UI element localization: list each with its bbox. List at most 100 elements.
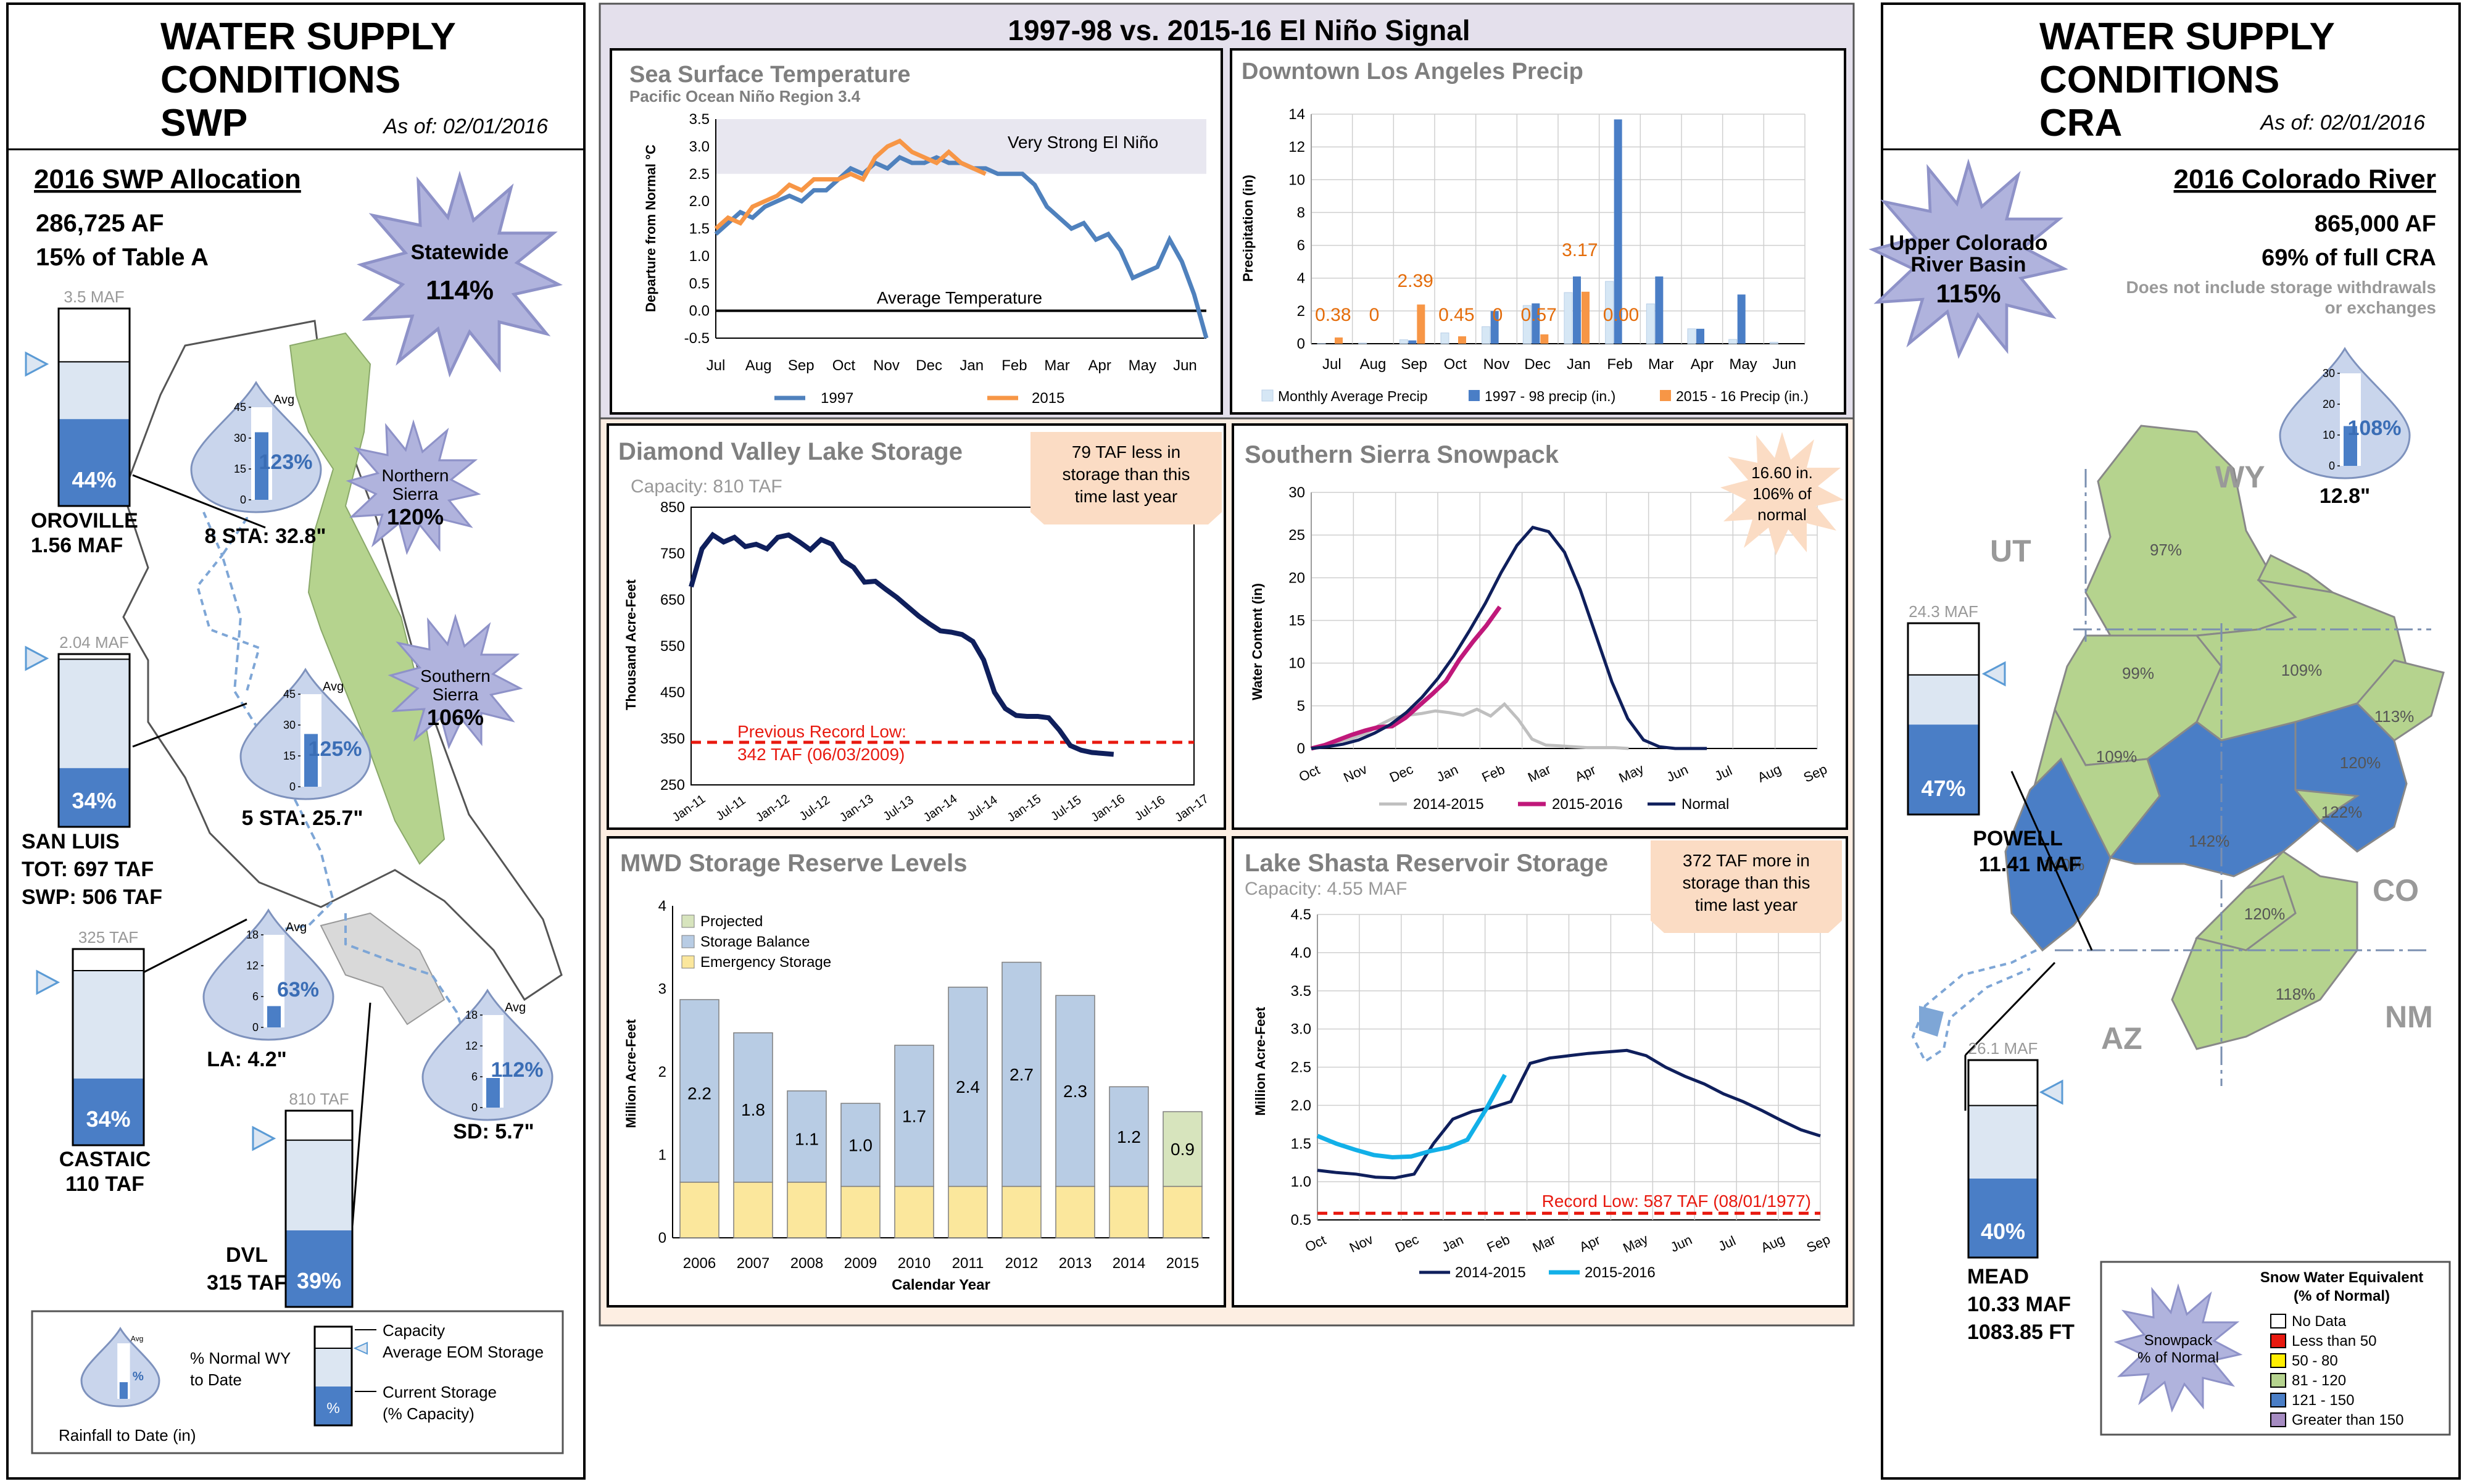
- drop-5sta-tick: 15: [283, 750, 296, 762]
- swp-allocation-heading: 2016 SWP Allocation: [34, 164, 301, 194]
- legend-swatch: [2270, 1333, 2286, 1348]
- precip-xtick: Jul: [1322, 356, 1341, 373]
- dvl-ytick: 850: [660, 499, 685, 516]
- mwd-xtick: 2008: [790, 1255, 823, 1272]
- shasta-ytick: 2.5: [1291, 1059, 1311, 1076]
- shasta-ytick: 3.0: [1291, 1021, 1311, 1038]
- legend-eom-triangle: [353, 1341, 368, 1355]
- cra-reservoirs: 24.3 MAF 47% 26.1 MAF 40%: [1907, 602, 2063, 1259]
- precip-data-label: 2.39: [1397, 271, 1433, 291]
- dvl-subtitle: Capacity: 810 TAF: [631, 476, 782, 497]
- sanluis-tank-border: [57, 653, 131, 828]
- legend-drop-gauge-fill: [119, 1382, 128, 1399]
- drop-8sta-tick: 30: [234, 432, 246, 444]
- precip-legend-label: 1997 - 98 precip (in.): [1485, 388, 1615, 404]
- cra-legend-title2: (% of Normal): [2294, 1288, 2390, 1304]
- legend-rainfall: Rainfall to Date (in): [59, 1426, 196, 1445]
- precip-bar: [1582, 291, 1590, 344]
- sst-xtick: Nov: [873, 357, 900, 374]
- mead-tank-border: [1967, 1059, 2039, 1259]
- statewide-snowflake: Statewide 114%: [361, 176, 558, 373]
- swp-legend: Avg% % Normal WY to Date Rainfall to Dat…: [31, 1310, 564, 1454]
- mwd-xtick: 2014: [1113, 1255, 1145, 1272]
- cra-legend-title1: Snow Water Equivalent: [2260, 1269, 2423, 1286]
- precip-bar: [1728, 339, 1738, 344]
- cra-note2: or exchanges: [2324, 298, 2436, 317]
- mwd-bar: [840, 1103, 881, 1187]
- snow-title: Southern Sierra Snowpack: [1245, 441, 1559, 468]
- mwd-ytick: 3: [658, 981, 666, 998]
- snow-series-0: [1311, 702, 1629, 750]
- cra-drop-tick: 20: [2323, 398, 2335, 410]
- mwd-value-label: 1.7: [902, 1106, 926, 1125]
- sst-zero-label: Average Temperature: [877, 288, 1042, 307]
- cra-drop-label: 12.8": [2320, 484, 2370, 508]
- drop-5sta-tick: 45: [283, 688, 296, 700]
- shasta-series-0: [1317, 1048, 1821, 1180]
- precip-bar: [1458, 336, 1466, 344]
- northern-sierra-line1: Northern: [382, 466, 449, 485]
- mead-avg-triangle: [2039, 1079, 2063, 1105]
- state-labels: WY UT CO NM AZ: [1990, 460, 2433, 1056]
- mwd-bar: [1109, 1086, 1149, 1187]
- upper-basin-snowflake: Upper Colorado River Basin 115%: [1873, 164, 2064, 355]
- precip-bar: [1737, 294, 1746, 344]
- snow-ytick: 10: [1288, 655, 1305, 672]
- shasta-note-box: [1651, 840, 1842, 933]
- cra-drop-tick: 0: [2329, 460, 2335, 472]
- precip-legend-swatch: [1469, 390, 1480, 401]
- legend-pct-normal: % Normal WY: [190, 1349, 291, 1367]
- drop-5sta-pct: 125%: [309, 737, 362, 761]
- powell-pct: 47%: [1921, 776, 1965, 801]
- legend-swatch: [2270, 1373, 2286, 1388]
- legend-item-label: Less than 50: [2292, 1333, 2376, 1349]
- precip-xtick: Dec: [1524, 356, 1551, 373]
- mwd-ylabel: Million Acre-Feet: [623, 1019, 639, 1128]
- precip-xtick: Feb: [1607, 356, 1632, 373]
- la-precip-chart: Downtown Los Angeles Precip 14 12 10 8 6 4 2 0 Pr…: [1240, 59, 1809, 404]
- sst-xtick: Sep: [788, 357, 815, 374]
- drop-la-tick: 0: [252, 1021, 259, 1034]
- mwd-xtick: 2015: [1166, 1255, 1199, 1272]
- drop-8sta-tick: 0: [240, 494, 246, 506]
- cra-af: 865,000 AF: [2315, 211, 2436, 237]
- snow-note-line: 106% of: [1752, 484, 1812, 503]
- legend-item-label: No Data: [2292, 1313, 2347, 1330]
- mwd-value-label: 1.2: [1117, 1127, 1141, 1146]
- mwd-value-label: 1.8: [741, 1100, 765, 1119]
- precip-ytick: 4: [1297, 270, 1305, 287]
- cra-note1: Does not include storage withdrawals: [2126, 278, 2436, 297]
- drop-sd-tick: 18: [465, 1009, 478, 1021]
- basin-pct-7: 142%: [2189, 832, 2230, 850]
- castaic-name: CASTAIC: [59, 1148, 151, 1171]
- mwd-bar: [679, 1182, 719, 1238]
- precip-ylabel: Precipitation (in): [1240, 175, 1256, 282]
- mwd-legend-label: Projected: [700, 913, 763, 930]
- mwd-bar: [733, 1032, 773, 1183]
- powell-tank-border: [1907, 622, 1980, 816]
- mwd-bar: [948, 987, 988, 1187]
- mwd-legend-swatch: [681, 914, 695, 928]
- mwd-bar: [787, 1090, 827, 1183]
- precip-data-label: 0: [1369, 305, 1380, 325]
- legend-current-storage: Current Storage: [383, 1383, 497, 1401]
- mwd-bar: [1163, 1185, 1203, 1238]
- powell-current-fill: [1908, 724, 1979, 815]
- sst-ylabel: Departure from Normal °C: [643, 144, 658, 312]
- precip-bar: [1440, 332, 1449, 344]
- precip-ytick: 8: [1297, 204, 1305, 221]
- swp-title-2: CONDITIONS: [160, 59, 400, 101]
- mwd-bar: [679, 999, 719, 1183]
- snow-ytick: 25: [1288, 527, 1305, 544]
- mwd-value-label: 2.7: [1010, 1065, 1034, 1084]
- shasta-ylabel: Million Acre-Feet: [1253, 1006, 1268, 1116]
- cra-title-3: CRA: [2039, 102, 2122, 144]
- mwd-bar: [1055, 995, 1095, 1187]
- sanluis-detail2: SWP: 506 TAF: [22, 885, 162, 909]
- drop-sd-pct: 112%: [491, 1058, 543, 1082]
- sst-xtick: Jun: [1173, 357, 1197, 374]
- basin-pct-0: 97%: [2150, 541, 2182, 559]
- drop-5sta-tick: 30: [283, 719, 296, 731]
- shasta-subtitle: Capacity: 4.55 MAF: [1245, 879, 1407, 899]
- legend-item-label: 81 - 120: [2292, 1372, 2346, 1389]
